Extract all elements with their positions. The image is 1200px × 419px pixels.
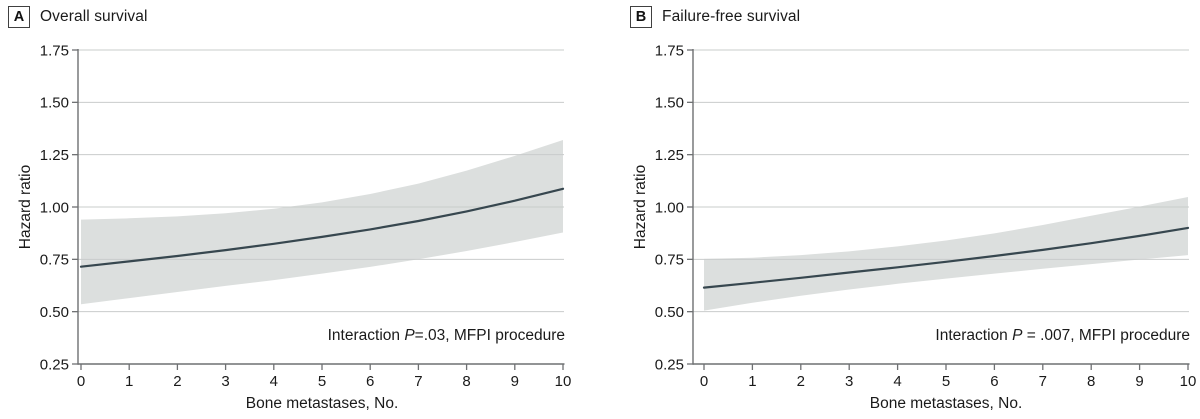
x-tick-label: 6 [366, 373, 374, 390]
x-tick-label: 0 [77, 373, 85, 390]
x-tick-label: 9 [511, 373, 519, 390]
x-tick-label: 7 [1039, 373, 1047, 390]
x-tick-label: 1 [748, 373, 756, 390]
x-tick-label: 4 [270, 373, 278, 390]
y-tick-label: 1.25 [40, 147, 69, 164]
panel-b-title: Failure-free survival [662, 8, 801, 25]
x-tick-label: 3 [845, 373, 853, 390]
hazard-ratio-curve [79, 187, 565, 268]
x-tick-label: 8 [1087, 373, 1095, 390]
x-tick-label: 8 [462, 373, 470, 390]
y-tick-label: 1.00 [40, 199, 69, 216]
confidence-band [81, 140, 563, 305]
panel-a-title: Overall survival [40, 8, 148, 25]
x-tick-label: 1 [125, 373, 133, 390]
y-tick-label: 1.00 [655, 199, 684, 216]
panel-b-label-badge: B [630, 6, 652, 28]
x-tick-label: 9 [1135, 373, 1143, 390]
x-tick-label: 4 [893, 373, 901, 390]
hazard-ratio-curve [702, 226, 1190, 289]
interaction-annotation: Interaction P=.03, MFPI procedure [328, 327, 565, 344]
panel-a-header: A Overall survival [8, 5, 148, 29]
x-tick-label: 5 [318, 373, 326, 390]
x-tick-label: 7 [414, 373, 422, 390]
x-tick-label: 6 [990, 373, 998, 390]
y-tick-label: 1.75 [40, 42, 69, 59]
panel-b-chart: 1.75 1.50 1.25 1.00 0.75 0.50 0.25 0 1 2 3 4 5 6 7 8 9 10… [632, 42, 1197, 412]
x-tick-label: 0 [700, 373, 708, 390]
x-tick-label: 5 [942, 373, 950, 390]
x-axis-title: Bone metastases, No. [870, 395, 1023, 412]
y-axis-title: Hazard ratio [632, 165, 649, 249]
interaction-annotation: Interaction P = .007, MFPI procedure [935, 327, 1190, 344]
confidence-band [704, 197, 1188, 311]
x-tick-label: 2 [797, 373, 805, 390]
y-tick-label: 0.25 [655, 356, 684, 373]
panel-a-chart: 1.75 1.50 1.25 1.00 0.75 0.50 0.25 0 1 2 3 4 5 6 7 8 9 10… [17, 42, 572, 412]
y-tick-label: 1.25 [655, 147, 684, 164]
y-tick-label: 1.50 [40, 95, 69, 112]
y-tick-label: 0.75 [40, 252, 69, 269]
y-axis-title: Hazard ratio [17, 165, 34, 249]
x-tick-label: 10 [1180, 373, 1197, 390]
x-tick-label: 2 [173, 373, 181, 390]
x-axis-title: Bone metastases, No. [246, 395, 399, 412]
y-tick-label: 0.50 [40, 304, 69, 321]
y-tick-label: 1.75 [655, 42, 684, 59]
x-tick-label: 10 [555, 373, 572, 390]
panel-a-label-badge: A [8, 6, 30, 28]
y-tick-label: 0.75 [655, 252, 684, 269]
y-tick-label: 0.25 [40, 356, 69, 373]
y-tick-label: 1.50 [655, 95, 684, 112]
x-tick-label: 3 [221, 373, 229, 390]
y-tick-label: 0.50 [655, 304, 684, 321]
panel-b-header: B Failure-free survival [630, 5, 800, 29]
